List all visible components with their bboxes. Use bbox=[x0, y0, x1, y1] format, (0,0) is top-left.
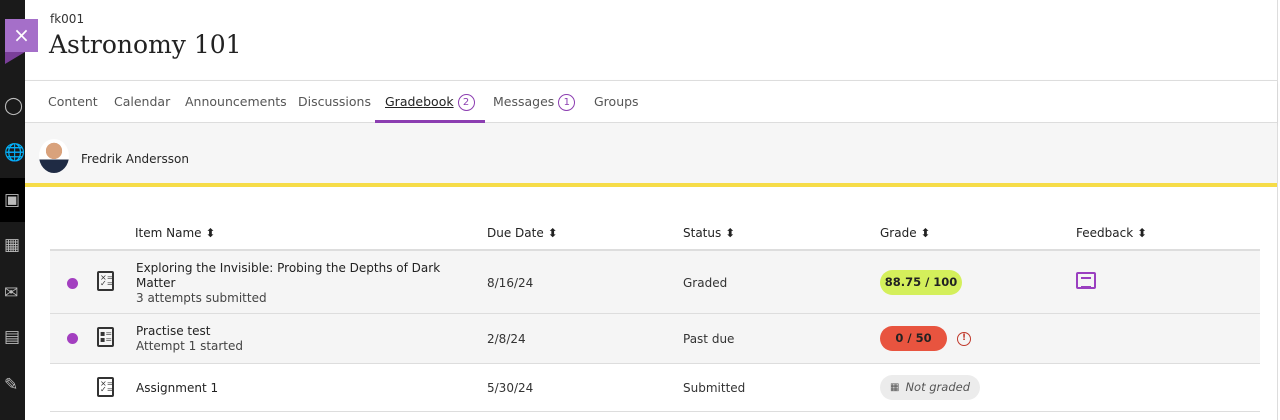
sort-icon: ⬍ bbox=[205, 226, 216, 240]
table-row[interactable]: ×= ✓= Assignment 1 5/30/24 Submitted ▦ Not… bbox=[50, 364, 1260, 412]
column-due-date[interactable]: Due Date ⬍ bbox=[487, 226, 558, 240]
column-status[interactable]: Status ⬍ bbox=[683, 226, 736, 240]
item-name-cell[interactable]: Assignment 1 bbox=[136, 381, 219, 395]
close-button[interactable]: × bbox=[5, 19, 38, 64]
column-grade[interactable]: Grade ⬍ bbox=[880, 226, 931, 240]
column-item-name[interactable]: Item Name ⬍ bbox=[135, 226, 216, 240]
warning-icon: ! bbox=[957, 332, 971, 346]
profile-icon[interactable]: ◯ bbox=[4, 96, 24, 116]
assignment-document-icon: ×= ✓= bbox=[97, 377, 114, 397]
due-date: 5/30/24 bbox=[487, 381, 534, 395]
course-panel: fk001 Astronomy 101 Content Calendar Ann… bbox=[25, 0, 1278, 420]
tab-messages[interactable]: Messages 1 bbox=[493, 81, 576, 123]
status: Submitted bbox=[683, 381, 746, 395]
unread-dot-icon bbox=[67, 278, 78, 289]
grade-pill[interactable]: ▦ Not graded bbox=[880, 375, 980, 400]
test-document-icon: ×= ✓= bbox=[97, 271, 114, 291]
tab-announcements[interactable]: Announcements bbox=[185, 94, 287, 109]
sort-icon: ⬍ bbox=[1136, 226, 1148, 240]
not-graded-icon: ▦ bbox=[890, 382, 900, 393]
courses-icon[interactable]: ▣ bbox=[4, 190, 21, 210]
grades-icon[interactable]: ▤ bbox=[4, 327, 21, 347]
messages-icon[interactable]: ✉ bbox=[4, 283, 19, 303]
calendar-icon[interactable]: ▦ bbox=[4, 235, 21, 255]
left-nav-sidebar: ◯ 🌐 ▣ ▦ ✉ ▤ ✎ bbox=[0, 0, 25, 420]
sort-icon: ⬍ bbox=[547, 226, 558, 240]
page-title: Astronomy 101 bbox=[49, 30, 242, 59]
gradebook-count-badge: 2 bbox=[457, 94, 475, 111]
table-row[interactable]: ×= ✓= Exploring the Invisible: Probing th… bbox=[50, 251, 1260, 314]
messages-count-badge: 1 bbox=[558, 94, 576, 111]
grade-pill[interactable]: 88.75 / 100 bbox=[880, 270, 962, 295]
course-tabs: Content Calendar Announcements Discussio… bbox=[25, 80, 1277, 123]
nav-active-indicator bbox=[0, 178, 25, 222]
table-row[interactable]: ▪= ▪= Practise test Attempt 1 started 2/8… bbox=[50, 314, 1260, 364]
unread-dot-icon bbox=[67, 333, 78, 344]
due-date: 8/16/24 bbox=[487, 276, 534, 290]
student-name: Fredrik Andersson bbox=[81, 152, 189, 166]
tab-discussions[interactable]: Discussions bbox=[298, 94, 371, 109]
globe-icon[interactable]: 🌐 bbox=[4, 143, 26, 163]
tab-calendar[interactable]: Calendar bbox=[114, 94, 171, 109]
student-header: Fredrik Andersson bbox=[25, 123, 1277, 187]
course-code: fk001 bbox=[50, 12, 85, 26]
grades-table: Item Name ⬍ Due Date ⬍ Status ⬍ Grade ⬍ … bbox=[50, 222, 1260, 412]
due-date: 2/8/24 bbox=[487, 332, 526, 346]
status: Past due bbox=[683, 332, 735, 346]
tab-content[interactable]: Content bbox=[48, 94, 98, 109]
tab-gradebook-label: Gradebook bbox=[385, 94, 454, 109]
test-document-icon: ▪= ▪= bbox=[97, 327, 114, 347]
feedback-icon[interactable] bbox=[1076, 272, 1096, 289]
tab-gradebook[interactable]: Gradebook 2 bbox=[375, 81, 485, 123]
status: Graded bbox=[683, 276, 728, 290]
grade-pill[interactable]: 0 / 50 bbox=[880, 326, 947, 351]
sort-icon: ⬍ bbox=[725, 226, 736, 240]
sort-icon: ⬍ bbox=[920, 226, 931, 240]
edit-icon[interactable]: ✎ bbox=[4, 375, 19, 395]
avatar bbox=[39, 139, 69, 173]
tab-messages-label: Messages bbox=[493, 94, 555, 109]
item-name-cell[interactable]: Exploring the Invisible: Probing the Dep… bbox=[136, 261, 441, 305]
item-name-cell[interactable]: Practise test Attempt 1 started bbox=[136, 324, 244, 353]
table-header: Item Name ⬍ Due Date ⬍ Status ⬍ Grade ⬍ … bbox=[50, 222, 1260, 251]
column-feedback[interactable]: Feedback ⬍ bbox=[1076, 226, 1148, 240]
tab-groups[interactable]: Groups bbox=[594, 94, 639, 109]
